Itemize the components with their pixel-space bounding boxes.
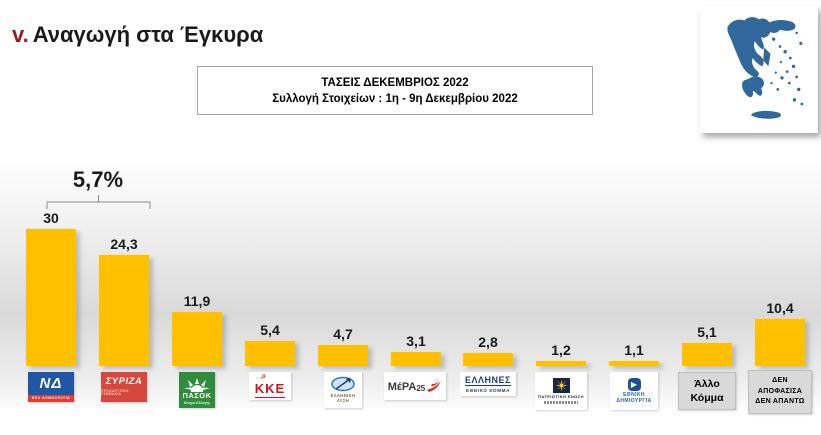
nd-strip-label: ΝΕΑ ΔΗΜΟΚΡΑΤΙΑ [28,395,74,402]
bar-value-label-4: 5,4 [260,322,280,338]
ethniki-dimiourgia-wordmark: ΕΘΝΙΚΗ ΔΗΜΙΟΥΡΓΙΑ [616,391,652,404]
undecided-line1: ΔΕΝ [772,377,788,385]
bar-value-label-5: 4,7 [333,326,353,342]
logo-syriza: ΣΥΡΙΖΑ ΠΡΟΟΔΕΥΤΙΚΗ ΣΥΜΜΑΧΙΑ [101,372,147,402]
elliniki-lysi-wordmark: ΕΛΛΗΝΙΚΗ ΛΥΣΗ [330,393,356,403]
survey-info-box: ΤΑΣΕΙΣ ΔΕΚΕΜΒΡΙΟΣ 2022 Συλλογή Στοιχείων… [197,66,593,115]
bar-1 [26,229,76,366]
bar-value-label-1: 30 [43,210,59,226]
mera25-wordmark: ΜέΡΑ25 [387,380,426,393]
bar-11 [755,319,805,366]
bar-value-label-3: 11,9 [183,293,211,309]
syriza-subtitle: ΠΡΟΟΔΕΥΤΙΚΗ ΣΥΜΜΑΧΙΑ [101,388,129,397]
patriotiki-subtitle-rule [544,401,578,404]
patriotiki-sun-icon [555,380,567,392]
page-title: v. Αναγωγή στα Έγκυρα [12,22,263,48]
bar-5 [318,345,368,366]
ellines-subtitle: ΕΘΝΙΚΟ ΚΟΜΜΑ [465,387,511,393]
patriotiki-wordmark: ΠΑΤΡΙΩΤΙΚΗ ΕΝΩΣΗ [538,394,584,400]
logo-ellines: ΕΛΛΗΝΕΣ ΕΘΝΙΚΟ ΚΟΜΜΑ [460,372,516,396]
bar-9 [609,361,659,366]
nd-mark: ΝΔ [39,374,63,392]
logo-nea-dimokratia: ΝΔ ΝΕΑ ΔΗΜΟΚΡΑΤΙΑ [28,372,74,402]
bar-6 [391,352,441,366]
survey-period: ΤΑΣΕΙΣ ΔΕΚΕΜΒΡΙΟΣ 2022 [321,76,469,89]
other-party-line1: Άλλο [694,377,720,390]
bar-4 [245,341,295,366]
logo-elliniki-lysi: ΕΛΛΗΝΙΚΗ ΛΥΣΗ [324,372,362,408]
survey-collection-dates: Συλλογή Στοιχείων : 1η - 9η Δεκεμβρίου 2… [272,92,518,105]
bar-8 [536,361,586,366]
bar-value-label-11: 10,4 [766,300,794,316]
page-title-prefix: v. [12,22,29,47]
bar-value-label-8: 1,2 [551,342,571,358]
ethniki-dimiourgia-icon: ▶ [627,377,641,391]
patriotiki-emblem [552,378,570,394]
kke-wordmark: ΚΚΕ [254,381,286,398]
greece-map-icon [727,17,804,119]
logo-pasok: ΠΑΣΟΚ Κίνημα Αλλαγής [179,372,215,408]
bar-2 [99,255,149,366]
bar-value-label-6: 3,1 [406,333,426,349]
bar-3 [172,312,222,366]
logo-ethniki-dimiourgia: ▶ ΕΘΝΙΚΗ ΔΗΜΙΟΥΡΓΙΑ [610,372,658,410]
greece-map-card [700,6,818,133]
pasok-sun-icon [184,378,210,393]
bar-value-label-7: 2,8 [478,334,498,350]
undecided-line2: ΑΠΟΦΑΣΙΣΑ [757,387,803,395]
ellines-wordmark: ΕΛΛΗΝΕΣ [465,374,511,387]
mera25-bird-icon [427,381,442,392]
label-undecided-no-answer: ΔΕΝ ΑΠΟΦΑΣΙΣΑ ΔΕΝ ΑΠΑΝΤΩ [748,370,812,414]
logo-kke: ☭ ΚΚΕ [249,372,291,400]
bar-value-label-9: 1,1 [624,342,644,358]
pasok-subtitle: Κίνημα Αλλαγής [183,401,211,406]
bar-value-label-2: 24,3 [110,236,138,252]
label-other-party: Άλλο Κόμμα [678,372,736,410]
lead-difference-label: 5,7% [72,167,124,192]
lead-difference-bracket [46,195,151,209]
pasok-wordmark: ΠΑΣΟΚ [182,391,212,401]
undecided-line3: ΔΕΝ ΑΠΑΝΤΩ [755,398,805,406]
hammer-sickle-icon: ☭ [259,374,267,382]
other-party-line2: Κόμμα [690,392,724,404]
logo-mera25: ΜέΡΑ25 [384,372,446,400]
bar-7 [463,353,513,366]
page-title-text: Αναγωγή στα Έγκυρα [32,22,264,47]
syriza-wordmark: ΣΥΡΙΖΑ [105,375,143,387]
elliniki-lysi-emblem-icon [331,376,355,392]
bar-value-label-10: 5,1 [697,324,717,340]
bar-10 [682,343,732,366]
logo-patriotiki-enosi: ΠΑΤΡΙΩΤΙΚΗ ΕΝΩΣΗ [535,372,587,410]
